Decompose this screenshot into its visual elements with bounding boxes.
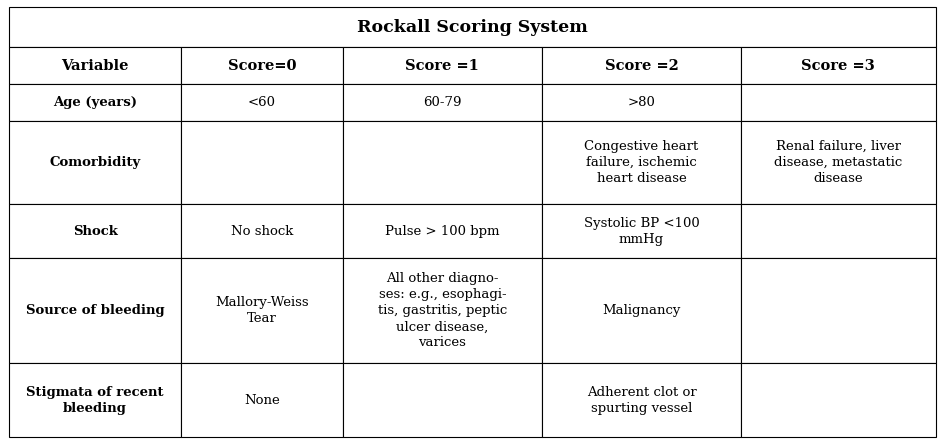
Bar	[740, 258, 935, 363]
Bar	[343, 363, 542, 437]
Bar	[740, 120, 935, 205]
Text: Congestive heart
failure, ischemic
heart disease: Congestive heart failure, ischemic heart…	[583, 140, 698, 185]
Bar	[740, 363, 935, 437]
Bar	[343, 258, 542, 363]
Bar	[9, 205, 180, 258]
Bar	[180, 120, 343, 205]
Text: Mallory-Weiss
Tear: Mallory-Weiss Tear	[215, 296, 309, 325]
Text: Source of bleeding: Source of bleeding	[25, 304, 164, 318]
Text: Comorbidity: Comorbidity	[49, 156, 141, 169]
Text: Shock: Shock	[73, 225, 117, 238]
Bar	[9, 258, 180, 363]
Text: Rockall Scoring System: Rockall Scoring System	[357, 19, 587, 36]
Bar	[740, 84, 935, 120]
Bar	[180, 84, 343, 120]
Bar	[9, 48, 180, 84]
Bar	[542, 84, 740, 120]
Text: Adherent clot or
spurting vessel: Adherent clot or spurting vessel	[586, 385, 696, 415]
Text: Age (years): Age (years)	[53, 96, 137, 109]
Text: <60: <60	[247, 96, 276, 109]
Text: Stigmata of recent
bleeding: Stigmata of recent bleeding	[26, 385, 163, 415]
Text: Score =2: Score =2	[604, 59, 678, 73]
Bar	[542, 48, 740, 84]
Bar	[9, 120, 180, 205]
Text: None: None	[244, 393, 279, 407]
Text: Score=0: Score=0	[228, 59, 295, 73]
Bar	[542, 205, 740, 258]
Bar	[180, 205, 343, 258]
Bar	[9, 84, 180, 120]
Text: Variable: Variable	[61, 59, 128, 73]
Bar	[343, 205, 542, 258]
Text: Malignancy: Malignancy	[601, 304, 680, 318]
Text: No shock: No shock	[230, 225, 293, 238]
Bar	[9, 7, 935, 48]
Bar	[180, 258, 343, 363]
Text: Score =1: Score =1	[405, 59, 479, 73]
Text: 60-79: 60-79	[423, 96, 462, 109]
Bar	[740, 205, 935, 258]
Bar	[343, 48, 542, 84]
Text: Score =3: Score =3	[801, 59, 874, 73]
Bar	[542, 363, 740, 437]
Bar	[542, 258, 740, 363]
Text: Pulse > 100 bpm: Pulse > 100 bpm	[385, 225, 499, 238]
Bar	[542, 120, 740, 205]
Bar	[9, 363, 180, 437]
Bar	[180, 363, 343, 437]
Bar	[180, 48, 343, 84]
Text: All other diagno-
ses: e.g., esophagi-
tis, gastritis, peptic
ulcer disease,
var: All other diagno- ses: e.g., esophagi- t…	[378, 273, 507, 349]
Bar	[343, 120, 542, 205]
Bar	[343, 84, 542, 120]
Text: Systolic BP <100
mmHg: Systolic BP <100 mmHg	[583, 217, 699, 246]
Text: Renal failure, liver
disease, metastatic
disease: Renal failure, liver disease, metastatic…	[773, 140, 902, 185]
Text: >80: >80	[627, 96, 655, 109]
Bar	[740, 48, 935, 84]
